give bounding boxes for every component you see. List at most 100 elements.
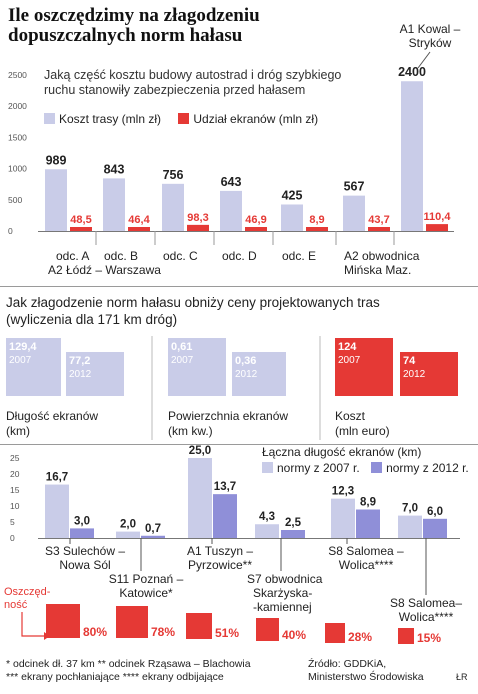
bar-2007-label: 16,7 (46, 472, 68, 484)
route-label-2-line1: S11 Poznań – (108, 572, 184, 586)
savings-square (325, 623, 345, 643)
bar-2007 (188, 458, 212, 538)
chart1-subtitle-line1: Jaką część kosztu budowy autostrad i dró… (44, 68, 342, 82)
box-2012-year: 2012 (235, 369, 258, 380)
box-2007-year: 2007 (171, 355, 194, 366)
box1-caption-line1: Długość ekranów (6, 409, 99, 423)
section2-title: Jak złagodzenie norm hałasu obniży ceny … (6, 294, 380, 328)
savings-square (398, 628, 414, 644)
box3-caption-line1: Koszt (335, 409, 366, 423)
y-tick-label: 0 (10, 533, 15, 543)
box1-caption-line2: (km) (6, 424, 30, 438)
cost-value-label: 989 (46, 153, 67, 167)
bar-2007 (398, 515, 422, 538)
share-bar (368, 227, 390, 231)
cat-label-minsk-line2: Mińska Maz. (344, 263, 412, 277)
route-label-6-line2: Wolica**** (398, 610, 454, 624)
box-2007-value: 129,4 (9, 341, 37, 353)
bar-2012 (281, 530, 305, 538)
box3-caption: Koszt (mln euro) (335, 409, 390, 439)
box-2012-value: 74 (403, 355, 416, 367)
savings-value-label: 40% (282, 628, 306, 642)
y-tick-label: 25 (10, 453, 20, 463)
y-tick-label: 15 (10, 485, 20, 495)
source: Źródło: GDDKiA, Ministerstwo Środowiska (308, 658, 424, 684)
cost-bar (401, 81, 423, 232)
box-2007 (6, 338, 61, 396)
legend-cost-label: Koszt trasy (mln zł) (59, 112, 162, 126)
route-label-4: S7 obwodnica Skarżyska- -kamiennej (247, 572, 337, 614)
cost-bar (162, 183, 184, 231)
share-bar (128, 227, 150, 231)
route-label-4-line1: S7 obwodnica (247, 572, 323, 586)
share-bar (426, 224, 448, 231)
section2-title-line2: (wyliczenia dla 171 km dróg) (6, 312, 178, 327)
legend-cost-swatch (44, 113, 55, 124)
savings-square (116, 606, 148, 638)
route-label-1-line1: S3 Sulechów – (44, 544, 126, 558)
bar-2012-label: 13,7 (214, 481, 236, 493)
y-tick-label: 500 (8, 195, 22, 205)
box-2012-year: 2012 (403, 369, 426, 380)
box-2007-year: 2007 (338, 355, 361, 366)
chart1-legend: Koszt trasy (mln zł) Udział ekranów (mln… (44, 113, 318, 126)
cost-bar (103, 178, 125, 231)
route-label-6-line1: S8 Salomea– (389, 596, 463, 610)
y-tick-label: 2500 (8, 70, 27, 80)
box-2012 (400, 352, 458, 396)
route-label-4-line2: Skarżyska- (253, 586, 313, 600)
bar-2012 (213, 494, 237, 538)
box-2007 (335, 338, 393, 396)
chart1-subtitle-line2: ruchu stanowiły zabezpieczenia przed hał… (44, 83, 306, 97)
savings-value-label: 78% (151, 625, 175, 639)
footnote-line1: * odcinek dł. 37 km ** odcinek Rząsawa –… (6, 658, 251, 670)
legend-2012-label: normy z 2012 r. (386, 461, 469, 475)
cost-value-label: 2400 (398, 65, 426, 79)
bar-2007-label: 4,3 (259, 511, 275, 523)
separator-2 (0, 444, 478, 445)
share-value-label: 48,5 (70, 214, 91, 226)
share-bar (245, 227, 267, 231)
route-label-5: S8 Salomea – Wolica**** (326, 544, 406, 572)
main-title: Ile oszczędzimy na złagodzeniu dopuszcza… (8, 6, 260, 46)
y-tick-label: 10 (10, 501, 20, 511)
box1-caption: Długość ekranów (km) (6, 409, 98, 439)
y-tick-label: 1000 (8, 164, 27, 174)
main-title-line1: Ile oszczędzimy na złagodzeniu (8, 5, 260, 26)
savings-label-line2: ność (4, 599, 28, 611)
share-value-label: 46,4 (128, 214, 150, 226)
box-2012 (232, 352, 286, 396)
route-label-3-line1: A1 Tuszyn – (186, 544, 254, 558)
route-label-6: S8 Salomea– Wolica**** (386, 596, 466, 624)
bar-2012-label: 2,5 (285, 517, 302, 529)
y-tick-label: 2000 (8, 101, 27, 111)
y-tick-label: 1500 (8, 132, 27, 142)
route-label-4-line3: -kamiennej (253, 600, 312, 614)
cat-label-e: odc. E (282, 249, 317, 263)
section2-boxes-svg: 129,4 2007 77,2 2012 0,61 2007 0,36 2012 124 2007… (6, 336, 458, 440)
callout-connector (417, 51, 431, 69)
box2-caption-line1: Powierzchnia ekranów (168, 409, 289, 423)
callout-line2: Stryków (408, 36, 452, 50)
share-value-label: 46,9 (245, 214, 266, 226)
savings-value-label: 15% (417, 631, 441, 645)
box-2007 (168, 338, 226, 396)
bar-2007-label: 25,0 (189, 445, 211, 457)
source-line2: Ministerstwo Środowiska (308, 671, 424, 683)
savings-value-label: 80% (83, 625, 107, 639)
box-2007-year: 2007 (9, 355, 32, 366)
chart1-svg: 2500 2000 1500 1000 500 0 989 843 756 643 425 567 24… (8, 51, 454, 245)
legend-share-label: Udział ekranów (mln zł) (193, 112, 319, 126)
chart3-legend-title: Łączna długość ekranów (km) (262, 445, 422, 459)
route-label-5-line1: S8 Salomea – (328, 544, 404, 558)
savings-square (256, 618, 279, 641)
bar-2012-label: 0,7 (145, 523, 161, 535)
bar-2012 (356, 509, 380, 538)
bar-2012 (70, 528, 94, 538)
bar-2007 (45, 484, 69, 538)
callout-line1: A1 Kowal – (399, 22, 461, 36)
bar-2007-label: 2,0 (120, 519, 136, 531)
share-bar (306, 227, 328, 231)
cost-value-label: 843 (104, 162, 125, 176)
